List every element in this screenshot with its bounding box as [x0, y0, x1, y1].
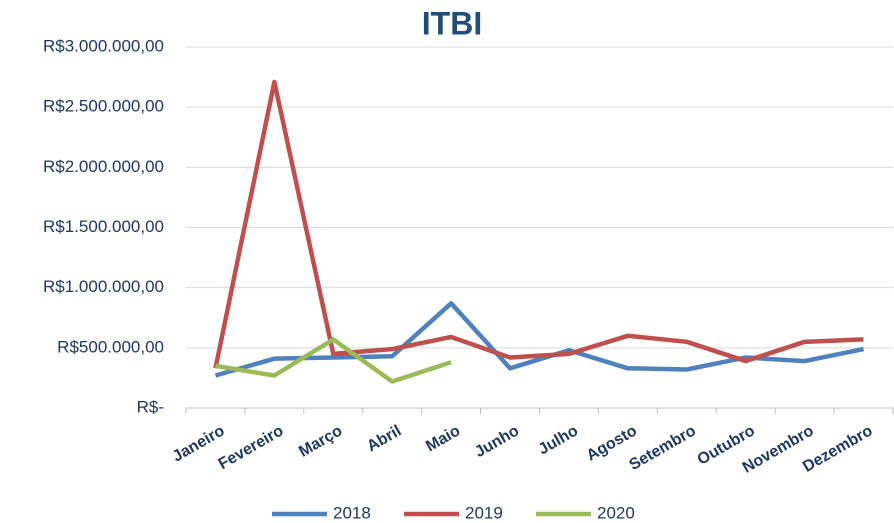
legend-label: 2018: [333, 503, 371, 522]
y-tick-label: R$1.500.000,00: [43, 217, 164, 236]
x-tick-label: Março: [296, 422, 346, 460]
y-tick-label: R$3.000.000,00: [43, 36, 164, 55]
x-tick-label: Junho: [472, 422, 522, 461]
series-line: [214, 301, 864, 378]
y-tick-label: R$500.000,00: [57, 337, 164, 356]
legend-label: 2019: [465, 503, 503, 522]
x-tick-label: Maio: [423, 422, 463, 455]
y-tick-label: R$2.500.000,00: [43, 97, 164, 116]
x-tick-label: Julho: [536, 422, 582, 458]
chart-title: ITBI: [422, 5, 482, 41]
x-tick-label: Fevereiro: [216, 422, 287, 473]
legend-label: 2020: [597, 503, 635, 522]
series-line: [213, 79, 864, 369]
series-line: [215, 337, 452, 384]
x-tick-label: Setembro: [626, 422, 699, 474]
y-tick-label: R$-: [137, 397, 164, 416]
x-tick-label: Abril: [364, 422, 404, 455]
y-tick-label: R$1.000.000,00: [43, 277, 164, 296]
y-tick-label: R$2.000.000,00: [43, 157, 164, 176]
